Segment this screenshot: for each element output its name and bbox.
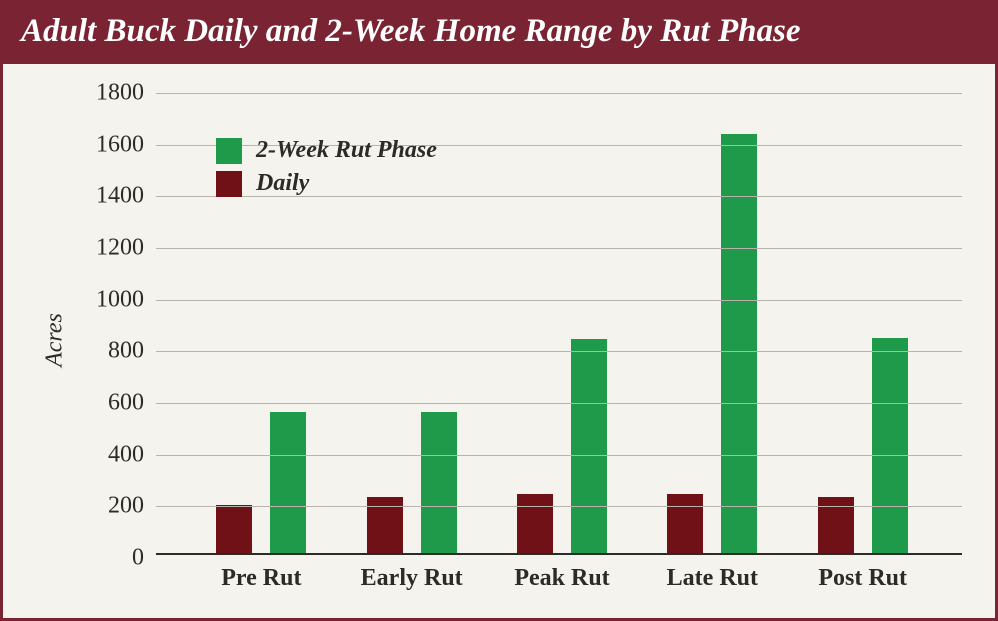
- gridline: [156, 506, 962, 507]
- x-tick-label: Early Rut: [361, 555, 463, 592]
- y-axis-label: Acres: [41, 313, 68, 367]
- x-tick-label: Late Rut: [667, 555, 758, 592]
- chart-title: Adult Buck Daily and 2-Week Home Range b…: [3, 3, 995, 64]
- bar: [421, 412, 457, 555]
- bar-group: [517, 93, 607, 555]
- gridline: [156, 300, 962, 301]
- bar: [667, 494, 703, 555]
- y-tick-label: 1200: [96, 235, 156, 262]
- chart-container: Adult Buck Daily and 2-Week Home Range b…: [0, 0, 998, 621]
- legend-label: 2-Week Rut Phase: [256, 137, 437, 164]
- legend-swatch: [216, 171, 242, 197]
- bar: [270, 412, 306, 555]
- y-tick-label: 200: [108, 493, 156, 520]
- bar-group: [667, 93, 757, 555]
- legend: 2-Week Rut Phase Daily: [216, 137, 437, 203]
- legend-swatch: [216, 138, 242, 164]
- y-tick-label: 1800: [96, 80, 156, 107]
- plot-wrap: Acres 0 200 400 600 800 1000 1200 1400 1600 1800 P…: [6, 65, 992, 615]
- gridline: [156, 248, 962, 249]
- bar: [216, 505, 252, 555]
- y-tick-label: 600: [108, 390, 156, 417]
- y-tick-label: 0: [132, 545, 156, 572]
- legend-item: Daily: [216, 170, 437, 197]
- x-tick-label: Post Rut: [818, 555, 907, 592]
- bar: [872, 338, 908, 555]
- y-tick-label: 800: [108, 338, 156, 365]
- gridline: [156, 351, 962, 352]
- y-tick-label: 1400: [96, 183, 156, 210]
- legend-label: Daily: [256, 170, 309, 197]
- legend-item: 2-Week Rut Phase: [216, 137, 437, 164]
- x-tick-label: Peak Rut: [514, 555, 609, 592]
- y-tick-label: 1000: [96, 286, 156, 313]
- y-tick-label: 400: [108, 441, 156, 468]
- x-tick-label: Pre Rut: [221, 555, 301, 592]
- gridline: [156, 93, 962, 94]
- gridline: [156, 403, 962, 404]
- gridline: [156, 455, 962, 456]
- bar-group: [818, 93, 908, 555]
- y-tick-label: 1600: [96, 131, 156, 158]
- bar: [571, 339, 607, 555]
- bar: [517, 494, 553, 555]
